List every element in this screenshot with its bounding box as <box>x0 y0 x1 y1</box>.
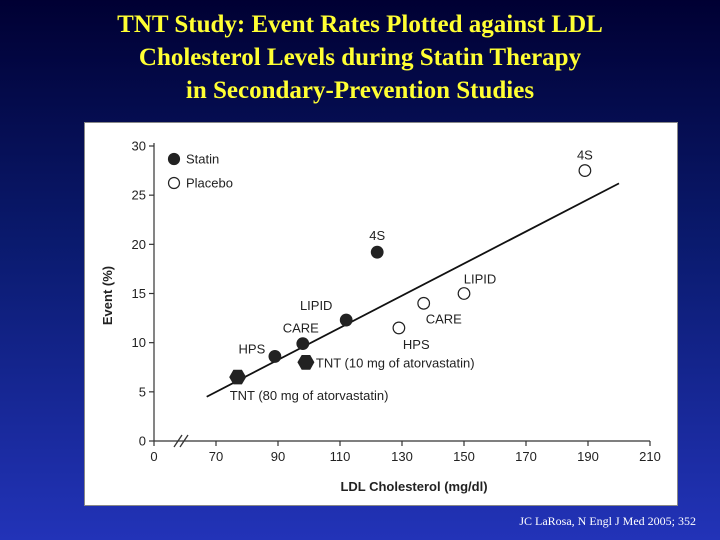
point-statin-4s <box>370 245 384 259</box>
point-label-tnt-tnt-80-mg-of-atorvastatin: TNT (80 mg of atorvastatin) <box>230 388 389 403</box>
title-line-1: TNT Study: Event Rates Plotted against L… <box>117 11 603 38</box>
x-tick-label: 190 <box>577 449 599 464</box>
point-label-statin-care: CARE <box>283 321 319 336</box>
legend-marker <box>167 176 181 190</box>
axis-break-mark <box>173 434 183 448</box>
y-tick-label: 5 <box>139 384 146 399</box>
x-tick-label: 0 <box>150 449 157 464</box>
y-axis-title: Event (%) <box>100 266 115 325</box>
point-label-placebo-care: CARE <box>426 311 462 326</box>
x-tick-label: 90 <box>271 449 285 464</box>
x-tick-label: 110 <box>330 449 351 464</box>
point-statin-hps <box>268 350 282 363</box>
point-placebo-care <box>417 296 431 310</box>
legend-marker <box>167 152 181 166</box>
y-tick-label: 20 <box>132 237 146 252</box>
scatter-chart: 0 5 10 15 20 25 30 0 70 90 110 130 150 170 190 210 LDL C… <box>100 139 661 495</box>
point-placebo-4s <box>578 164 592 177</box>
y-tick-label: 25 <box>132 188 146 203</box>
chart-panel: 0 5 10 15 20 25 30 0 70 90 110 130 150 170 190 210 LDL C… <box>84 122 678 506</box>
y-tick-label: 30 <box>132 139 146 154</box>
y-tick-label: 15 <box>132 286 146 301</box>
point-tnt-tnt-80-mg-of-atorvastatin <box>229 369 247 385</box>
x-tick-label: 170 <box>515 449 537 464</box>
x-axis-title: LDL Cholesterol (mg/dl) <box>340 479 487 494</box>
point-placebo-lipid <box>457 287 471 300</box>
legend-label: Placebo <box>186 176 233 191</box>
point-label-placebo-hps: HPS <box>403 337 430 352</box>
y-tick-label: 10 <box>132 335 146 350</box>
legend-label: Statin <box>186 152 219 167</box>
point-label-tnt-tnt-10-mg-of-atorvastatin: TNT (10 mg of atorvastatin) <box>316 355 475 370</box>
point-label-placebo-lipid: LIPID <box>464 272 497 287</box>
point-statin-lipid <box>339 313 353 327</box>
slide-title: TNT Study: Event Rates Plotted against L… <box>0 8 720 107</box>
y-tick-label: 0 <box>139 434 146 449</box>
point-placebo-hps <box>392 321 406 335</box>
point-statin-care <box>296 337 310 351</box>
point-label-statin-4s: 4S <box>369 228 385 243</box>
point-label-statin-lipid: LIPID <box>300 298 333 313</box>
point-tnt-tnt-10-mg-of-atorvastatin <box>297 355 315 370</box>
x-tick-label: 150 <box>453 449 475 464</box>
axis-break-mark <box>179 434 189 448</box>
x-tick-label: 130 <box>391 449 413 464</box>
title-line-3: in Secondary-Prevention Studies <box>185 77 535 104</box>
x-tick-label: 210 <box>639 449 661 464</box>
point-label-statin-hps: HPS <box>239 341 266 356</box>
point-label-placebo-4s: 4S <box>577 148 593 163</box>
title-line-2: Cholesterol Levels during Statin Therapy <box>138 44 582 71</box>
x-tick-label: 70 <box>209 449 223 464</box>
citation: JC LaRosa, N Engl J Med 2005; 352 <box>519 514 696 528</box>
